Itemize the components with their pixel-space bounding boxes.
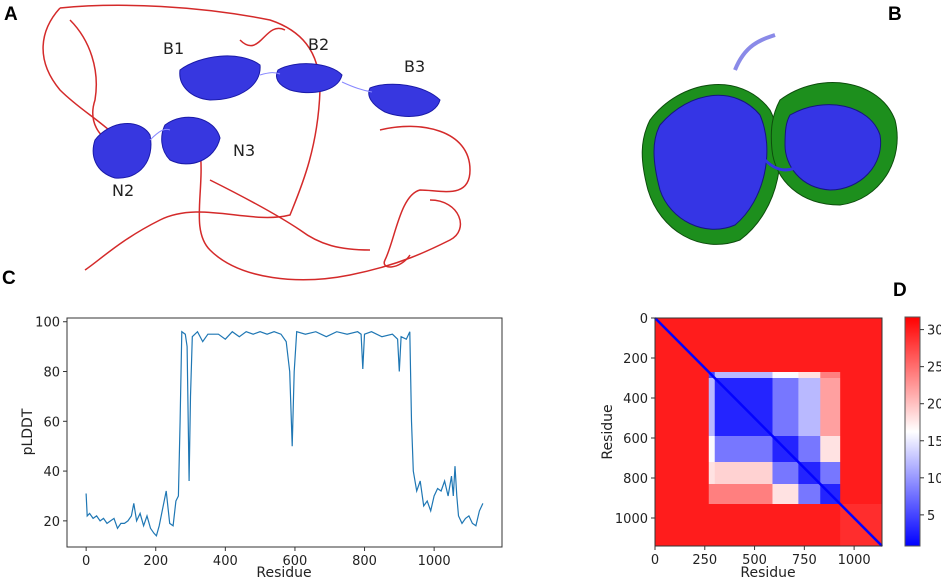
heatmap-cell	[708, 462, 716, 485]
heatmap-cell	[655, 484, 710, 505]
heatmap-cell	[772, 372, 799, 379]
x-tick-label: 800	[352, 554, 377, 569]
heatmap-y-tick-label: 1000	[615, 512, 648, 527]
domain-label-b2: B2	[308, 35, 329, 54]
heatmap-y-tick-label: 800	[623, 472, 648, 487]
heatmap-frame	[654, 317, 883, 547]
heatmap-cell	[798, 484, 821, 505]
heatmap-cell	[714, 318, 773, 373]
heatmap-cell	[708, 436, 716, 463]
ordered-coils	[149, 72, 373, 141]
heatmap-y-tick-label: 400	[623, 392, 648, 407]
heatmap-cell	[708, 484, 716, 505]
colorbar-tick-label: 15	[927, 435, 941, 450]
heatmap-cell	[655, 436, 710, 463]
heatmap-y-tick-label: 200	[623, 352, 648, 367]
heatmap-cell	[655, 378, 710, 437]
heatmap-cell	[714, 504, 773, 547]
heatmap-x-tick-label: 500	[742, 553, 767, 568]
domain-label-n2: N2	[112, 181, 134, 200]
colorbar-tick-label: 25	[927, 361, 941, 376]
colorbar-tick-label: 10	[927, 472, 941, 487]
panel-label-b: B	[888, 4, 902, 25]
heatmap-cell	[772, 484, 799, 505]
x-tick-label: 400	[213, 554, 238, 569]
y-tick-label: 80	[43, 366, 60, 381]
heatmap-cell	[840, 436, 883, 463]
heatmap-cell	[772, 378, 799, 437]
heatmap-cell	[655, 462, 710, 485]
heatmap-cell	[708, 318, 716, 373]
x-axis-label: Residue	[256, 565, 311, 581]
heatmap-cell	[820, 436, 841, 463]
heatmap-cell	[798, 378, 821, 437]
panel-label-d: D	[893, 280, 907, 301]
y-axis-label: pLDDT	[20, 408, 36, 455]
heatmap-x-tick-label: 250	[692, 553, 717, 568]
heatmap-cell	[820, 504, 841, 547]
colorbar-tick-label: 20	[927, 398, 941, 413]
heatmap-cell	[714, 462, 773, 485]
heatmap-cell	[840, 484, 883, 505]
domain-label-n3: N3	[233, 141, 255, 160]
heatmap-cell	[798, 504, 821, 547]
heatmap-cell	[820, 462, 841, 485]
domain-label-b1: B1	[163, 39, 184, 58]
heatmap-x-tick-label: 0	[651, 553, 659, 568]
heatmap-diagonal	[654, 317, 883, 547]
heatmap-cell	[840, 372, 883, 379]
heatmap-y-tick-label: 600	[623, 432, 648, 447]
heatmap-cell	[820, 318, 841, 373]
heatmap-cell	[840, 378, 883, 437]
heatmap-cell	[772, 462, 799, 485]
y-tick-label: 100	[35, 316, 60, 331]
colorbar	[904, 316, 921, 547]
x-tick-label: 1000	[418, 554, 451, 569]
y-tick-label: 60	[43, 415, 60, 430]
x-tick-label: 0	[82, 554, 90, 569]
panel-label-a: A	[4, 4, 18, 25]
heatmap-cell	[708, 504, 716, 547]
heatmap-x-label: Residue	[740, 565, 795, 581]
structure-b-image	[641, 33, 898, 245]
heatmap-cell	[708, 378, 716, 437]
structure-a-image: B1 B2 B3 N3 N2	[42, 4, 471, 281]
folded-domains	[92, 55, 441, 179]
panel-label-c: C	[2, 268, 16, 289]
heatmap-cell	[772, 504, 799, 547]
heatmap-cell	[714, 484, 773, 505]
heatmap-cell	[655, 372, 710, 379]
heatmap-cell	[655, 504, 710, 547]
y-tick-label: 20	[43, 515, 60, 530]
x-tick-label: 200	[143, 554, 168, 569]
heatmap-cell	[714, 372, 773, 379]
domain-label-b3: B3	[404, 57, 425, 76]
plddt-series-line	[85, 330, 484, 537]
heatmap-y-tick-label: 0	[640, 312, 648, 327]
heatmap-cell	[820, 372, 841, 379]
colorbar-tick-label: 5	[927, 509, 935, 524]
x-tick-label: 600	[283, 554, 308, 569]
heatmap-x-tick-label: 750	[792, 553, 817, 568]
colorbar-tick-label: 30	[927, 324, 941, 339]
superposed-structures	[641, 33, 898, 245]
y-tick-label: 40	[43, 465, 60, 480]
heatmap-x-tick-label: 1000	[838, 553, 871, 568]
heatmap-cell	[714, 436, 773, 463]
heatmap-cell	[772, 318, 799, 373]
heatmap-cell	[798, 372, 821, 379]
heatmap-cell	[840, 462, 883, 485]
plot-frame	[66, 317, 503, 548]
heatmap-y-label: Residue	[600, 404, 616, 459]
heatmap-cell	[798, 436, 821, 463]
heatmap-cell	[840, 318, 883, 373]
heatmap-cell	[820, 378, 841, 437]
heatmap-cell	[798, 318, 821, 373]
